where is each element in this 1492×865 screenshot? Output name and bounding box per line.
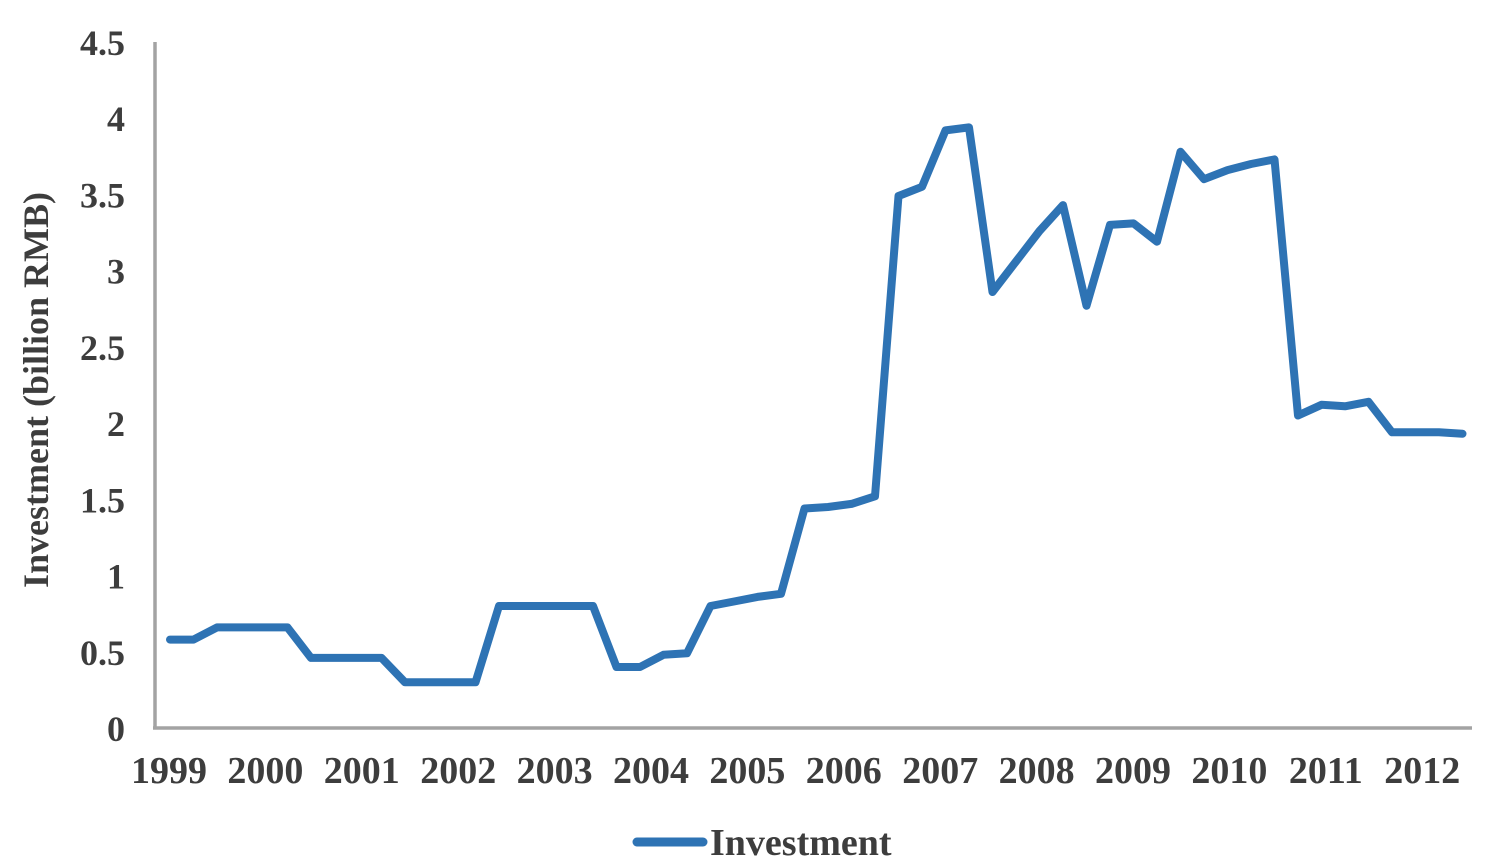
y-axis-tick-labels: 0 0.5 1 1.5 2 2.5 3 3.5 4 4.5 xyxy=(80,23,125,749)
legend-label: Investment xyxy=(710,822,892,864)
x-tick-label: 2008 xyxy=(999,750,1075,792)
x-tick-label: 2002 xyxy=(420,750,496,792)
y-tick-label: 2.5 xyxy=(80,328,125,368)
x-tick-label: 2004 xyxy=(613,750,689,792)
y-tick-label: 0.5 xyxy=(80,633,125,673)
x-tick-label: 2009 xyxy=(1095,750,1171,792)
y-tick-label: 4 xyxy=(107,99,125,139)
x-tick-label: 2000 xyxy=(227,750,303,792)
x-tick-label: 2001 xyxy=(324,750,400,792)
y-tick-label: 3.5 xyxy=(80,175,125,215)
x-tick-label: 2010 xyxy=(1191,750,1267,792)
x-tick-label: 2003 xyxy=(517,750,593,792)
y-tick-label: 1.5 xyxy=(80,480,125,520)
y-tick-label: 2 xyxy=(107,404,125,444)
x-tick-label: 1999 xyxy=(131,750,207,792)
y-tick-label: 1 xyxy=(107,557,125,597)
investment-series-line xyxy=(166,123,1467,687)
x-tick-label: 2012 xyxy=(1384,750,1460,792)
y-tick-label: 3 xyxy=(107,252,125,292)
y-axis-title: Investment (billion RMB) xyxy=(16,192,56,588)
x-tick-label: 2005 xyxy=(709,750,785,792)
legend: Investment xyxy=(632,822,892,864)
x-tick-label: 2006 xyxy=(806,750,882,792)
x-tick-label: 2011 xyxy=(1289,750,1363,792)
x-tick-label: 2007 xyxy=(902,750,978,792)
y-tick-label: 4.5 xyxy=(80,23,125,63)
x-axis-tick-labels: 1999 2000 2001 2002 2003 2004 2005 2006 2007 2008… xyxy=(131,750,1460,792)
y-tick-label: 0 xyxy=(107,709,125,749)
